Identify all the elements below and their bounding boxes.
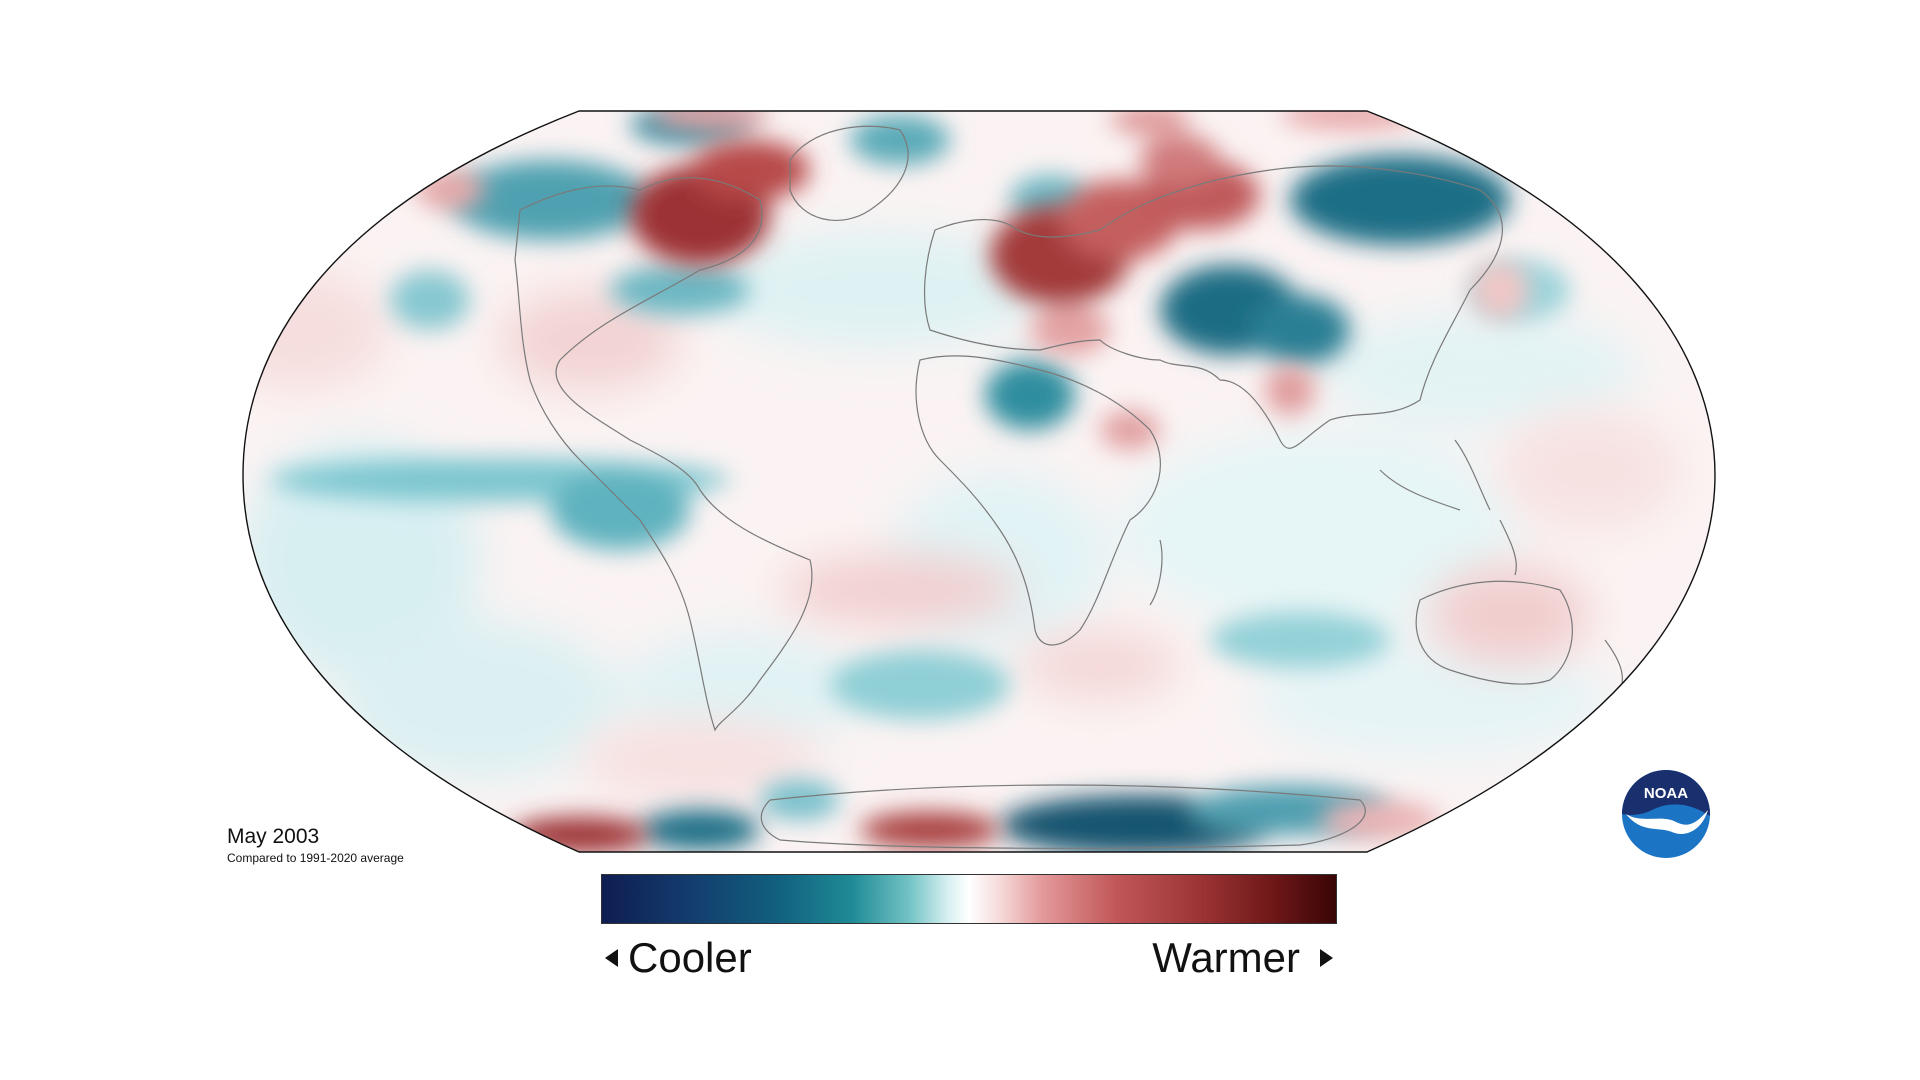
legend-left: Cooler [605,928,752,988]
map-subtitle: Compared to 1991-2020 average [227,851,404,865]
cool-anomalies [270,111,1570,852]
legend-warmer-label: Warmer [1152,934,1300,981]
globe-outline [242,110,1716,853]
triangle-right-icon [1320,949,1333,967]
triangle-left-icon [605,949,618,967]
legend-colorbar [601,874,1337,924]
warm-anomalies [415,111,1530,852]
noaa-logo-text: NOAA [1644,785,1688,802]
map-title: May 2003 [227,825,320,848]
coastlines [514,125,1624,849]
light-cool-regions [243,230,1640,780]
color-legend: Cooler Warmer [601,874,1337,984]
legend-right: Warmer [1152,928,1333,988]
legend-cooler-label: Cooler [628,934,752,981]
legend-labels: Cooler Warmer [601,924,1337,984]
noaa-logo: NOAA [1622,770,1710,858]
map-caption: May 2003 Compared to 1991-2020 average [227,824,404,865]
